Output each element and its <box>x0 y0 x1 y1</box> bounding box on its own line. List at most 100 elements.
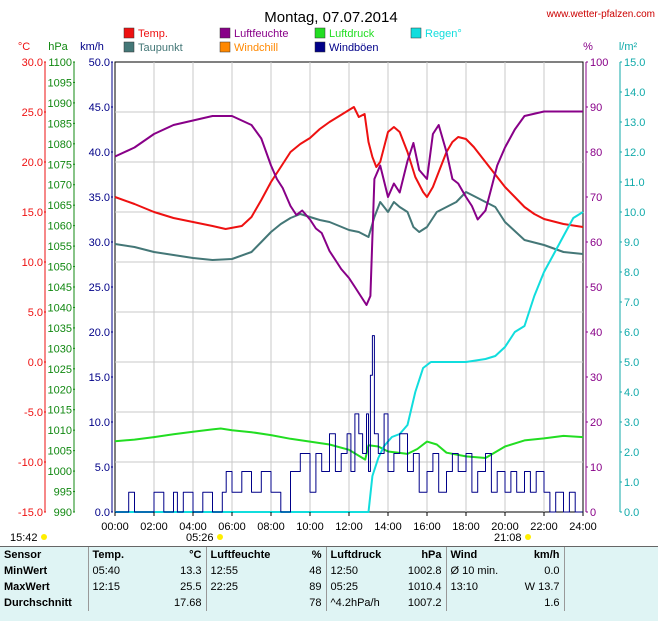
temp-tick-label: 25.0 <box>22 107 43 119</box>
rain-tick-label: 0.0 <box>624 507 639 519</box>
x-tick-label: 20:00 <box>491 521 519 533</box>
pressure-tick-label: 1060 <box>48 221 72 233</box>
pressure-tick-label: 1015 <box>48 405 72 417</box>
press-header: Luftdruck <box>325 547 400 563</box>
humidity-tick-label: 80 <box>590 147 602 159</box>
hum-time: 22:25 <box>205 579 270 595</box>
rain-tick-label: 9.0 <box>624 237 639 249</box>
rain-tick-label: 12.0 <box>624 147 645 159</box>
rain-tick-label: 1.0 <box>624 477 639 489</box>
wind-tick-label: 45.0 <box>89 102 110 114</box>
series-line <box>114 191 584 261</box>
press-value: 1007.2 <box>407 597 442 609</box>
legend-swatch <box>123 41 135 53</box>
pressure-tick-label: 1075 <box>48 159 72 171</box>
x-tick-label: 08:00 <box>257 521 285 533</box>
pressure-tick-label: 1095 <box>48 77 72 89</box>
pressure-tick-label: 1050 <box>48 262 72 274</box>
humidity-tick-label: 10 <box>590 462 602 474</box>
rain-tick-label: 5.0 <box>624 357 639 369</box>
pressure-tick-label: 1065 <box>48 200 72 212</box>
stats-header-row: Sensor Temp. °C Luftfeuchte % Luftdruck … <box>0 547 658 563</box>
pressure-tick-label: 1090 <box>48 98 72 110</box>
stats-filler <box>563 547 658 563</box>
pressure-tick-label: 1020 <box>48 384 72 396</box>
x-tick-label: 10:00 <box>296 521 324 533</box>
humidity-tick-label: 70 <box>590 192 602 204</box>
rain-unit-label: l/m² <box>619 41 638 53</box>
humidity-tick-label: 20 <box>590 417 602 429</box>
wind-value: 1.6 <box>544 597 560 609</box>
pressure-tick-label: 1100 <box>48 57 72 69</box>
temp-tick-label: -5.0 <box>24 407 43 419</box>
press-unit-header: hPa <box>421 549 442 561</box>
series-line <box>114 106 584 230</box>
pressure-tick-label: 995 <box>54 487 72 499</box>
x-tick-label: 06:00 <box>218 521 246 533</box>
wind-time: 13:10 <box>445 579 508 595</box>
temp-value: 13.3 <box>180 565 202 577</box>
sunset-time: 21:08 <box>494 532 522 544</box>
legend-label: Taupunkt <box>138 42 183 54</box>
legend: Temp. Luftfeuchte Luftdruck Regen° Taupunkt W… <box>123 27 462 54</box>
stats-filler <box>563 563 658 579</box>
rain-tick-label: 4.0 <box>624 387 639 399</box>
legend-label: Regen° <box>425 28 462 40</box>
wind-tick-label: 25.0 <box>89 282 110 294</box>
pressure-tick-label: 1025 <box>48 364 72 376</box>
temp-tick-label: -15.0 <box>18 507 43 519</box>
wind-tick-label: 30.0 <box>89 237 110 249</box>
wind-time <box>445 595 508 611</box>
temp-tick-label: 5.0 <box>28 307 43 319</box>
temp-tick-label: 10.0 <box>22 257 43 269</box>
x-tick-label: 22:00 <box>530 521 558 533</box>
data-series <box>114 106 584 513</box>
pressure-tick-label: 990 <box>54 507 72 519</box>
wind-time: Ø 10 min. <box>445 563 508 579</box>
press-value: 1002.8 <box>407 565 442 577</box>
humidity-tick-label: 100 <box>590 57 608 69</box>
wind-tick-label: 15.0 <box>89 372 110 384</box>
pressure-tick-label: 1035 <box>48 323 72 335</box>
temp-value: 17.68 <box>173 597 202 609</box>
hum-time: 12:55 <box>205 563 270 579</box>
stats-table: Sensor Temp. °C Luftfeuchte % Luftdruck … <box>0 547 658 611</box>
sunset-sun-icon <box>525 534 531 540</box>
pressure-tick-label: 1085 <box>48 118 72 130</box>
temp-tick-label: 30.0 <box>22 57 43 69</box>
temp-time <box>87 595 152 611</box>
stats-filler <box>563 595 658 611</box>
press-time: 12:50 <box>325 563 400 579</box>
press-value: 1010.4 <box>407 581 442 593</box>
stats-row-max: MaxWert 12:15 25.5 22:25 89 05:25 1010.4… <box>0 579 658 595</box>
wind-tick-label: 20.0 <box>89 327 110 339</box>
temp-tick-label: -10.0 <box>18 457 43 469</box>
humidity-tick-label: 50 <box>590 282 602 294</box>
x-tick-label: 12:00 <box>335 521 363 533</box>
hum-value: 78 <box>309 597 322 609</box>
legend-label: Luftfeuchte <box>234 28 288 40</box>
pressure-tick-label: 1045 <box>48 282 72 294</box>
row-label: Durchschnitt <box>4 597 72 609</box>
pressure-tick-label: 1080 <box>48 139 72 151</box>
sensor-header: Sensor <box>4 549 42 561</box>
x-tick-label: 24:00 <box>569 521 597 533</box>
wind-value: W 13.7 <box>524 581 560 593</box>
rain-tick-label: 2.0 <box>624 447 639 459</box>
pressure-tick-label: 1040 <box>48 302 72 314</box>
chart-title: Montag, 07.07.2014 <box>264 9 397 26</box>
temp-tick-label: 0.0 <box>28 357 43 369</box>
humidity-unit-label: % <box>583 41 593 53</box>
weather-chart: Montag, 07.07.2014 www.wetter-pfalzen.co… <box>10 9 655 544</box>
humidity-tick-label: 0 <box>590 507 596 519</box>
row-label: MinWert <box>4 565 48 577</box>
x-tick-label: 00:00 <box>101 521 129 533</box>
update-time: 15:42 <box>10 532 38 544</box>
rain-tick-label: 8.0 <box>624 267 639 279</box>
rain-tick-label: 11.0 <box>624 177 645 189</box>
humidity-tick-label: 60 <box>590 237 602 249</box>
humidity-tick-label: 30 <box>590 372 602 384</box>
hum-time <box>205 595 270 611</box>
legend-swatch <box>314 41 326 53</box>
update-sun-icon <box>41 534 47 540</box>
